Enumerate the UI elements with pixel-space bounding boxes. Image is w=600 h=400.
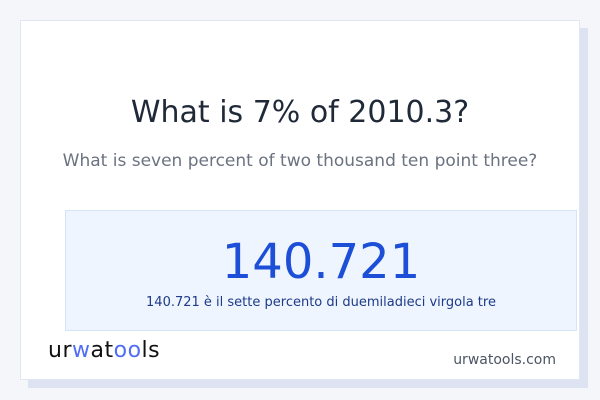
site-url: urwatools.com <box>453 352 556 368</box>
result-card: What is 7% of 2010.3? What is seven perc… <box>20 20 580 380</box>
result-description: 140.721 è il sette percento di duemiladi… <box>146 295 496 310</box>
result-box: 140.721 140.721 è il sette percento di d… <box>65 210 577 331</box>
question-in-words: What is seven percent of two thousand te… <box>62 151 538 171</box>
result-value: 140.721 <box>221 234 421 290</box>
urwatools-logo: urwatools <box>48 338 161 363</box>
page-title: What is 7% of 2010.3? <box>130 95 470 130</box>
